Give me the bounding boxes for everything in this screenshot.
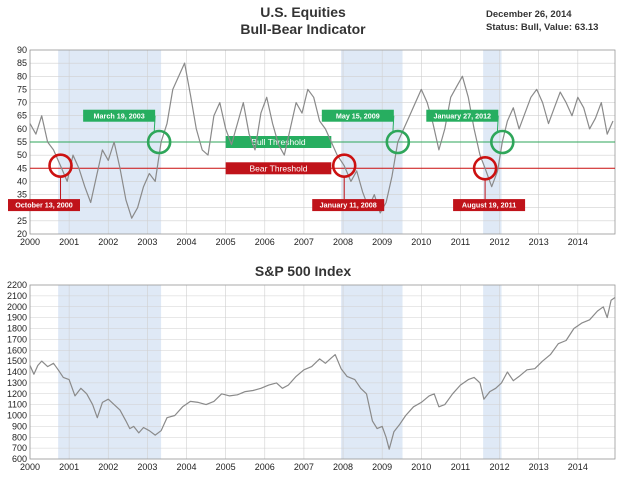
x-tick-label: 2001: [59, 462, 79, 472]
x-tick-label: 2005: [216, 237, 236, 247]
y-tick-label: 35: [17, 190, 27, 200]
y-tick-label: 55: [17, 137, 27, 147]
y-tick-label: 600: [12, 454, 27, 464]
x-tick-label: 2010: [411, 462, 431, 472]
annotation-circle-bull: [385, 129, 411, 155]
x-tick-label: 2009: [372, 462, 392, 472]
x-tick-label: 2008: [333, 462, 353, 472]
header-status: Status: Bull, Value: 63.13: [486, 22, 598, 33]
y-tick-label: 70: [17, 98, 27, 108]
x-tick-label: 2006: [255, 462, 275, 472]
y-tick-label: 45: [17, 163, 27, 173]
x-tick-label: 2013: [529, 237, 549, 247]
annotation-label: March 19, 2003: [94, 111, 145, 120]
x-tick-label: 2007: [294, 237, 314, 247]
x-tick-label: 2001: [59, 237, 79, 247]
annotation-label: October 13, 2000: [15, 201, 73, 210]
x-tick-label: 2003: [137, 462, 157, 472]
y-tick-label: 90: [17, 45, 27, 55]
y-tick-label: 80: [17, 71, 27, 81]
y-tick-label: 1200: [7, 389, 27, 399]
y-tick-label: 20: [17, 229, 27, 239]
y-tick-label: 1600: [7, 345, 27, 355]
chart1-title-line1: U.S. Equities: [260, 4, 346, 20]
bear-threshold-label-box: [225, 162, 332, 175]
bull-threshold-label-box: [225, 136, 332, 148]
sp500-plot: 6007008009001000110012001300140015001600…: [7, 280, 616, 472]
y-tick-label: 85: [17, 58, 27, 68]
bull-threshold-label: Bull Threshold: [251, 137, 305, 147]
y-tick-label: 1500: [7, 356, 27, 366]
annotation-label: January 27, 2012: [434, 111, 492, 120]
annotation-label: January 11, 2008: [320, 201, 377, 210]
y-tick-label: 1800: [7, 324, 27, 334]
annotation-circle-bull: [490, 129, 515, 155]
y-tick-label: 1700: [7, 334, 27, 344]
x-tick-label: 2011: [451, 462, 470, 472]
x-tick-label: 2011: [451, 237, 470, 247]
annotation-label: August 19, 2011: [462, 201, 516, 210]
x-tick-label: 2005: [216, 462, 236, 472]
y-tick-label: 1900: [7, 313, 27, 323]
x-tick-label: 2010: [411, 237, 431, 247]
y-tick-label: 2200: [7, 280, 27, 290]
plot-frame: [29, 284, 616, 460]
y-tick-label: 1100: [8, 400, 27, 410]
y-tick-label: 2000: [7, 302, 27, 312]
x-tick-label: 2012: [490, 237, 510, 247]
x-tick-label: 2002: [98, 237, 118, 247]
y-tick-label: 75: [17, 84, 27, 94]
y-tick-label: 800: [12, 432, 27, 442]
y-tick-label: 2100: [7, 291, 27, 301]
y-tick-label: 1000: [7, 411, 27, 421]
annotation-label-box: [83, 109, 156, 122]
annotation-circle-bull: [146, 129, 172, 155]
y-tick-label: 50: [17, 150, 27, 160]
x-tick-label: 2004: [177, 462, 197, 472]
y-tick-label: 25: [17, 216, 27, 226]
x-tick-label: 2000: [20, 462, 40, 472]
x-tick-label: 2004: [177, 237, 197, 247]
x-tick-label: 2000: [20, 237, 40, 247]
chart2-title: S&P 500 Index: [255, 263, 351, 279]
x-tick-label: 2003: [137, 237, 157, 247]
x-tick-label: 2008: [333, 237, 353, 247]
series-line-0: [29, 62, 614, 219]
y-tick-label: 1400: [7, 367, 27, 377]
y-tick-label: 40: [17, 176, 27, 186]
header-date: December 26, 2014: [486, 9, 572, 20]
annotation-label-box: [321, 109, 394, 122]
annotation-label-box: [426, 109, 499, 122]
x-tick-label: 2006: [255, 237, 275, 247]
x-tick-label: 2009: [372, 237, 392, 247]
y-tick-label: 65: [17, 111, 27, 121]
x-tick-label: 2007: [294, 462, 314, 472]
bull-bear-plot: 2025303540455055606570758085902000200120…: [8, 45, 616, 247]
series-line-0: [29, 297, 616, 450]
y-tick-label: 700: [12, 443, 27, 453]
x-tick-label: 2013: [529, 462, 549, 472]
annotation-label-box: [8, 199, 80, 212]
y-tick-label: 1300: [7, 378, 27, 388]
bear-threshold-label: Bear Threshold: [249, 163, 307, 173]
x-tick-label: 2002: [98, 462, 118, 472]
annotation-label-box: [312, 199, 385, 212]
annotation-label-box: [453, 199, 526, 212]
chart1-title-line2: Bull-Bear Indicator: [240, 21, 366, 37]
y-tick-label: 60: [17, 124, 27, 134]
y-tick-label: 900: [12, 421, 27, 431]
x-tick-label: 2014: [568, 237, 588, 247]
annotation-label: May 15, 2009: [336, 111, 380, 120]
x-tick-label: 2014: [568, 462, 588, 472]
x-tick-label: 2012: [490, 462, 510, 472]
